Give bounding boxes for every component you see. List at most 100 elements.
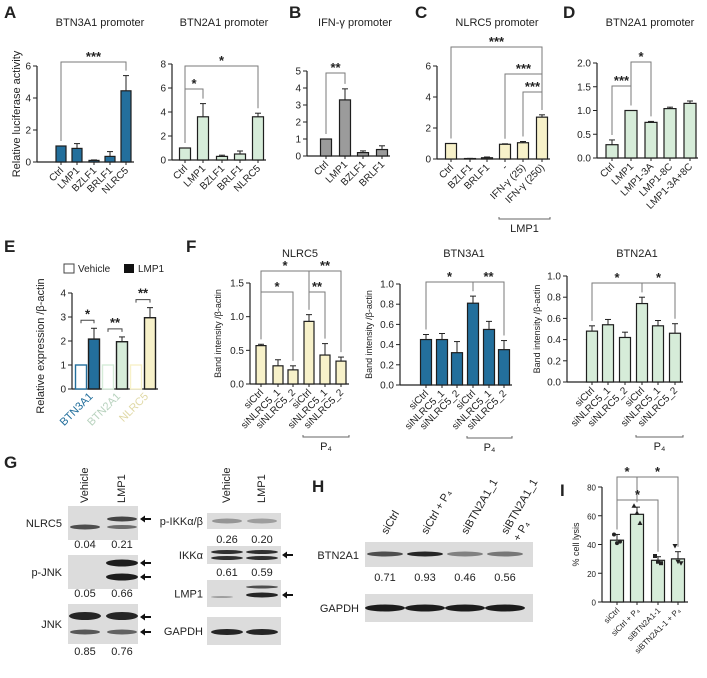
y-axis-label: Band intensity /β-actin xyxy=(213,289,223,378)
y-tick-label: 20 xyxy=(587,570,596,579)
group-bracket xyxy=(466,436,513,439)
blot-row xyxy=(207,546,281,564)
y-tick-label: 8 xyxy=(160,60,166,71)
significance-bracket xyxy=(308,291,326,339)
significance-label: ** xyxy=(110,315,121,330)
y-tick-label: 1.0 xyxy=(547,272,561,283)
y-tick-label: 2.0 xyxy=(577,59,591,70)
significance-label: * xyxy=(447,269,453,284)
band xyxy=(445,604,485,612)
y-tick-label: 1 xyxy=(295,135,301,146)
bar xyxy=(497,349,511,386)
arrow-icon xyxy=(140,559,151,567)
y-tick-label: 6 xyxy=(425,62,431,73)
bar xyxy=(482,328,496,386)
panel-label-A: A xyxy=(4,3,16,22)
y-tick-label: 0.6 xyxy=(547,314,561,325)
bar xyxy=(287,369,299,385)
y-tick-label: 6 xyxy=(160,84,166,95)
bar xyxy=(115,341,129,390)
data-point xyxy=(612,532,616,537)
band-intensity-value: 0.71 xyxy=(374,572,395,584)
y-tick-label: 40 xyxy=(587,541,596,550)
group-label: P₄ xyxy=(484,442,496,454)
bar xyxy=(450,352,464,386)
y-tick-label: 0.6 xyxy=(380,320,394,331)
bar xyxy=(585,330,599,383)
arrow-icon xyxy=(140,573,151,581)
lane-label: Vehicle xyxy=(79,468,91,503)
lane-label: Vehicle xyxy=(221,468,233,503)
blot-row-label: GAPDH xyxy=(164,626,203,638)
significance-label: * xyxy=(219,53,225,68)
panel-label-G: G xyxy=(4,453,17,472)
blot-row-label: NLRC5 xyxy=(26,518,62,530)
y-axis-label: Band intensity /β-actin xyxy=(364,290,374,379)
lane-label: siCtrl xyxy=(379,509,402,537)
data-point xyxy=(634,510,640,515)
arrow-icon xyxy=(140,515,151,523)
band xyxy=(247,518,277,524)
bar xyxy=(635,302,649,383)
bar xyxy=(319,354,331,385)
bar xyxy=(480,157,494,160)
band-intensity-value: 0.56 xyxy=(494,572,515,584)
band-intensity-value: 0.21 xyxy=(111,539,132,551)
y-tick-label: 0 xyxy=(592,599,597,608)
bar xyxy=(196,116,210,161)
significance-label: ** xyxy=(483,269,494,284)
bar xyxy=(101,364,115,390)
y-tick-label: 4 xyxy=(425,93,431,104)
bar xyxy=(88,159,100,163)
band xyxy=(485,604,525,612)
band xyxy=(70,524,100,530)
y-tick-label: 3 xyxy=(295,101,301,112)
chart-title: BTN2A1 promoter xyxy=(606,17,695,29)
panel-label-B: B xyxy=(289,3,301,22)
y-tick-label: 0 xyxy=(425,155,431,166)
blot-row-label: IKKα xyxy=(179,550,204,562)
arrow-icon xyxy=(140,628,151,636)
y-tick-label: 0 xyxy=(160,156,166,167)
y-tick-label: 1.0 xyxy=(380,280,394,291)
significance-bracket xyxy=(616,499,659,552)
band xyxy=(69,612,101,620)
significance-bracket xyxy=(636,476,679,547)
bar xyxy=(71,147,83,163)
chart-title: BTN2A1 xyxy=(616,248,658,260)
blot-row xyxy=(207,513,281,529)
arrow-icon xyxy=(282,591,293,599)
group-bracket xyxy=(635,435,684,438)
band xyxy=(246,592,278,598)
band xyxy=(106,573,138,581)
y-tick-label: 0.4 xyxy=(547,335,561,346)
significance-bracket xyxy=(591,282,643,321)
y-tick-label: 1.0 xyxy=(577,106,591,117)
band xyxy=(407,551,443,557)
y-tick-label: 4 xyxy=(160,108,166,119)
significance-bracket xyxy=(308,270,342,353)
band xyxy=(211,596,233,598)
panel-label-C: C xyxy=(415,3,427,22)
y-tick-label: 5 xyxy=(295,67,301,78)
data-point xyxy=(656,559,660,564)
significance-bracket xyxy=(80,319,95,324)
band-intensity-value: 0.76 xyxy=(111,646,132,658)
band xyxy=(246,629,278,635)
significance-bracket xyxy=(135,299,151,303)
legend-swatch-vehicle xyxy=(63,263,75,274)
y-tick-label: 0.5 xyxy=(577,130,591,141)
data-point xyxy=(675,559,681,565)
y-tick-label: 4 xyxy=(60,289,66,300)
y-tick-label: 1 xyxy=(60,361,66,372)
y-axis-label: % cell lysis xyxy=(571,522,581,567)
group-bracket xyxy=(498,217,551,220)
y-tick-label: 0.8 xyxy=(380,300,394,311)
y-tick-label: 80 xyxy=(587,484,596,493)
data-point xyxy=(615,541,619,546)
bar xyxy=(601,324,615,383)
bar xyxy=(74,364,88,390)
band-intensity-value: 0.20 xyxy=(251,534,272,546)
